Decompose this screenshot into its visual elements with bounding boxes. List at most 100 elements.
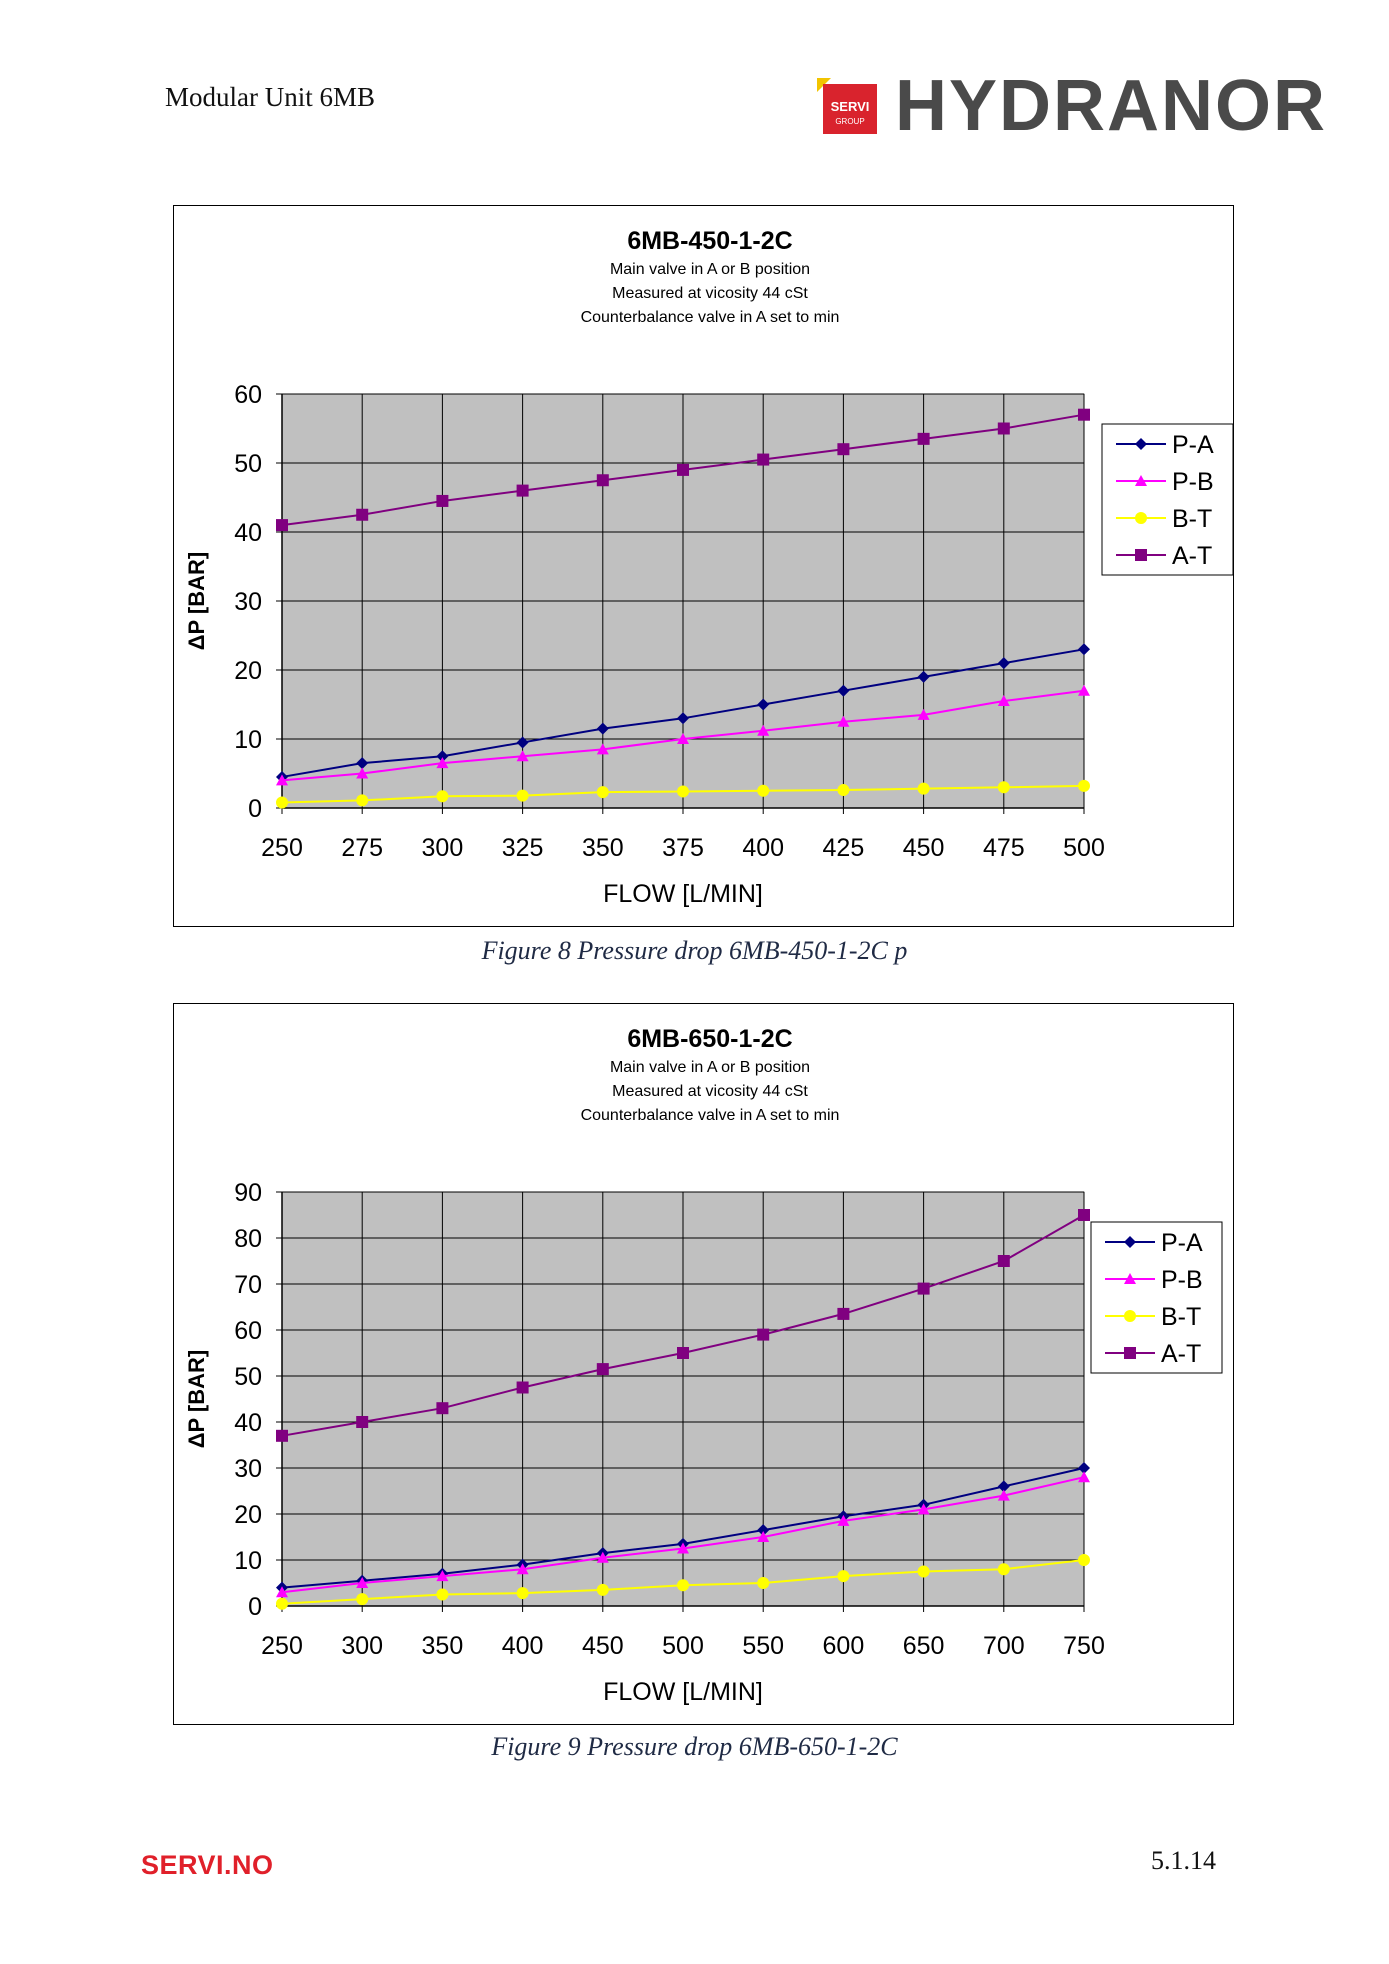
data-point-p-a bbox=[677, 712, 689, 725]
data-point-p-a bbox=[1078, 643, 1090, 656]
servi-group-badge: SERVI GROUP bbox=[817, 78, 877, 134]
y-tick-label: 20 bbox=[234, 657, 262, 685]
legend-label: B-T bbox=[1172, 505, 1212, 533]
legend-label: P-A bbox=[1161, 1229, 1203, 1257]
data-point-p-a bbox=[917, 670, 930, 683]
legend-marker-p-b bbox=[1124, 1273, 1136, 1284]
legend-label: B-T bbox=[1161, 1303, 1201, 1331]
data-point-a-t bbox=[997, 1255, 1010, 1267]
data-point-b-t bbox=[436, 790, 449, 803]
data-point-p-b bbox=[276, 774, 288, 786]
data-point-b-t bbox=[356, 1593, 369, 1606]
y-tick-label: 30 bbox=[234, 588, 262, 616]
legend-label: P-B bbox=[1161, 1266, 1203, 1294]
x-tick-label: 350 bbox=[582, 834, 624, 862]
data-point-a-t bbox=[917, 1282, 930, 1295]
legend-marker-p-b bbox=[1135, 475, 1147, 486]
data-point-b-t bbox=[596, 786, 609, 799]
y-tick-label: 40 bbox=[234, 1409, 262, 1437]
data-point-a-t bbox=[757, 1328, 770, 1341]
data-point-b-t bbox=[596, 1583, 609, 1596]
data-point-a-t bbox=[276, 1429, 288, 1442]
legend-label: P-A bbox=[1172, 431, 1214, 459]
y-axis-label: ΔP [BAR] bbox=[184, 1350, 209, 1449]
y-tick-label: 90 bbox=[234, 1179, 262, 1207]
data-point-b-t bbox=[917, 1565, 930, 1578]
x-tick-label: 450 bbox=[903, 834, 945, 862]
data-point-b-t bbox=[997, 781, 1010, 794]
data-point-p-b bbox=[757, 724, 770, 736]
legend-marker-b-t bbox=[1135, 512, 1147, 524]
x-tick-label: 250 bbox=[261, 834, 303, 862]
chart-subtitle-line: Counterbalance valve in A set to min bbox=[581, 309, 840, 326]
chart-6mb-450-svg: 6MB-450-1-2C Main valve in A or B positio… bbox=[184, 227, 1233, 908]
y-tick-label: 40 bbox=[234, 519, 262, 547]
data-point-p-a bbox=[757, 1524, 770, 1537]
y-tick-label: 0 bbox=[248, 1593, 262, 1621]
data-point-p-b bbox=[837, 715, 850, 727]
legend-marker-a-t bbox=[1124, 1347, 1136, 1359]
data-point-b-t bbox=[356, 794, 369, 807]
chart-6mb-650: 6MB-650-1-2C Main valve in A or B positio… bbox=[173, 1003, 1234, 1725]
y-axis-label: ΔP [BAR] bbox=[184, 552, 209, 651]
data-point-b-t bbox=[1078, 1554, 1090, 1566]
y-tick-label: 10 bbox=[234, 1547, 262, 1575]
data-point-b-t bbox=[276, 1597, 288, 1610]
data-point-p-b bbox=[596, 743, 609, 755]
data-point-p-b bbox=[677, 733, 689, 744]
data-point-a-t bbox=[596, 474, 609, 487]
x-tick-label: 750 bbox=[1063, 1632, 1105, 1660]
data-point-p-b bbox=[677, 1542, 689, 1554]
data-point-b-t bbox=[917, 782, 930, 795]
y-tick-label: 10 bbox=[234, 726, 262, 754]
x-tick-label: 500 bbox=[1063, 834, 1105, 862]
logo-wordmark: HYDRANOR bbox=[895, 66, 1328, 146]
data-point-a-t bbox=[436, 494, 449, 507]
chart-subtitle-line: Measured at vicosity 44 cSt bbox=[612, 1083, 808, 1100]
x-tick-label: 300 bbox=[422, 834, 464, 862]
data-point-b-t bbox=[276, 796, 288, 809]
data-point-b-t bbox=[837, 784, 850, 797]
legend-marker-p-a bbox=[1135, 438, 1147, 450]
x-tick-label: 500 bbox=[662, 1632, 704, 1660]
chart-subtitle-line: Main valve in A or B position bbox=[610, 261, 810, 278]
legend-box bbox=[1101, 423, 1233, 576]
footer-brand: SERVI.NO bbox=[141, 1850, 274, 1880]
data-point-b-t bbox=[677, 785, 689, 798]
x-tick-label: 300 bbox=[341, 1632, 383, 1660]
chart-6mb-450: 6MB-450-1-2C Main valve in A or B positio… bbox=[173, 205, 1234, 927]
x-tick-label: 450 bbox=[582, 1632, 624, 1660]
chart-title: 6MB-450-1-2C bbox=[627, 227, 792, 255]
data-point-a-t bbox=[596, 1363, 609, 1376]
data-point-b-t bbox=[516, 1587, 529, 1600]
legend-label: P-B bbox=[1172, 468, 1214, 496]
data-point-p-b bbox=[997, 1489, 1010, 1501]
data-point-a-t bbox=[1078, 1209, 1090, 1221]
data-point-p-b bbox=[1078, 684, 1090, 696]
x-tick-label: 400 bbox=[502, 1632, 544, 1660]
y-tick-label: 50 bbox=[234, 450, 262, 478]
data-point-b-t bbox=[757, 784, 770, 797]
data-point-p-a bbox=[837, 684, 850, 697]
y-tick-label: 20 bbox=[234, 1501, 262, 1529]
data-point-a-t bbox=[276, 519, 288, 532]
hydranor-logo: SERVI GROUP HYDRANOR bbox=[817, 70, 1337, 142]
badge-body bbox=[823, 84, 877, 134]
data-point-b-t bbox=[837, 1570, 850, 1583]
x-tick-label: 275 bbox=[341, 834, 383, 862]
document-title: Modular Unit 6MB bbox=[165, 82, 376, 112]
data-point-p-b bbox=[757, 1531, 770, 1542]
y-tick-label: 60 bbox=[234, 1317, 262, 1345]
data-point-p-b bbox=[997, 695, 1010, 707]
data-point-a-t bbox=[516, 1381, 529, 1394]
y-tick-label: 80 bbox=[234, 1225, 262, 1253]
data-point-p-a bbox=[356, 757, 369, 770]
data-point-a-t bbox=[356, 508, 369, 521]
x-tick-label: 650 bbox=[903, 1632, 945, 1660]
data-point-a-t bbox=[436, 1402, 449, 1415]
data-point-b-t bbox=[1078, 779, 1090, 792]
y-tick-label: 0 bbox=[248, 795, 262, 823]
x-axis-label: FLOW [L/MIN] bbox=[603, 880, 763, 908]
data-point-a-t bbox=[757, 453, 770, 466]
data-point-p-a bbox=[757, 698, 770, 711]
